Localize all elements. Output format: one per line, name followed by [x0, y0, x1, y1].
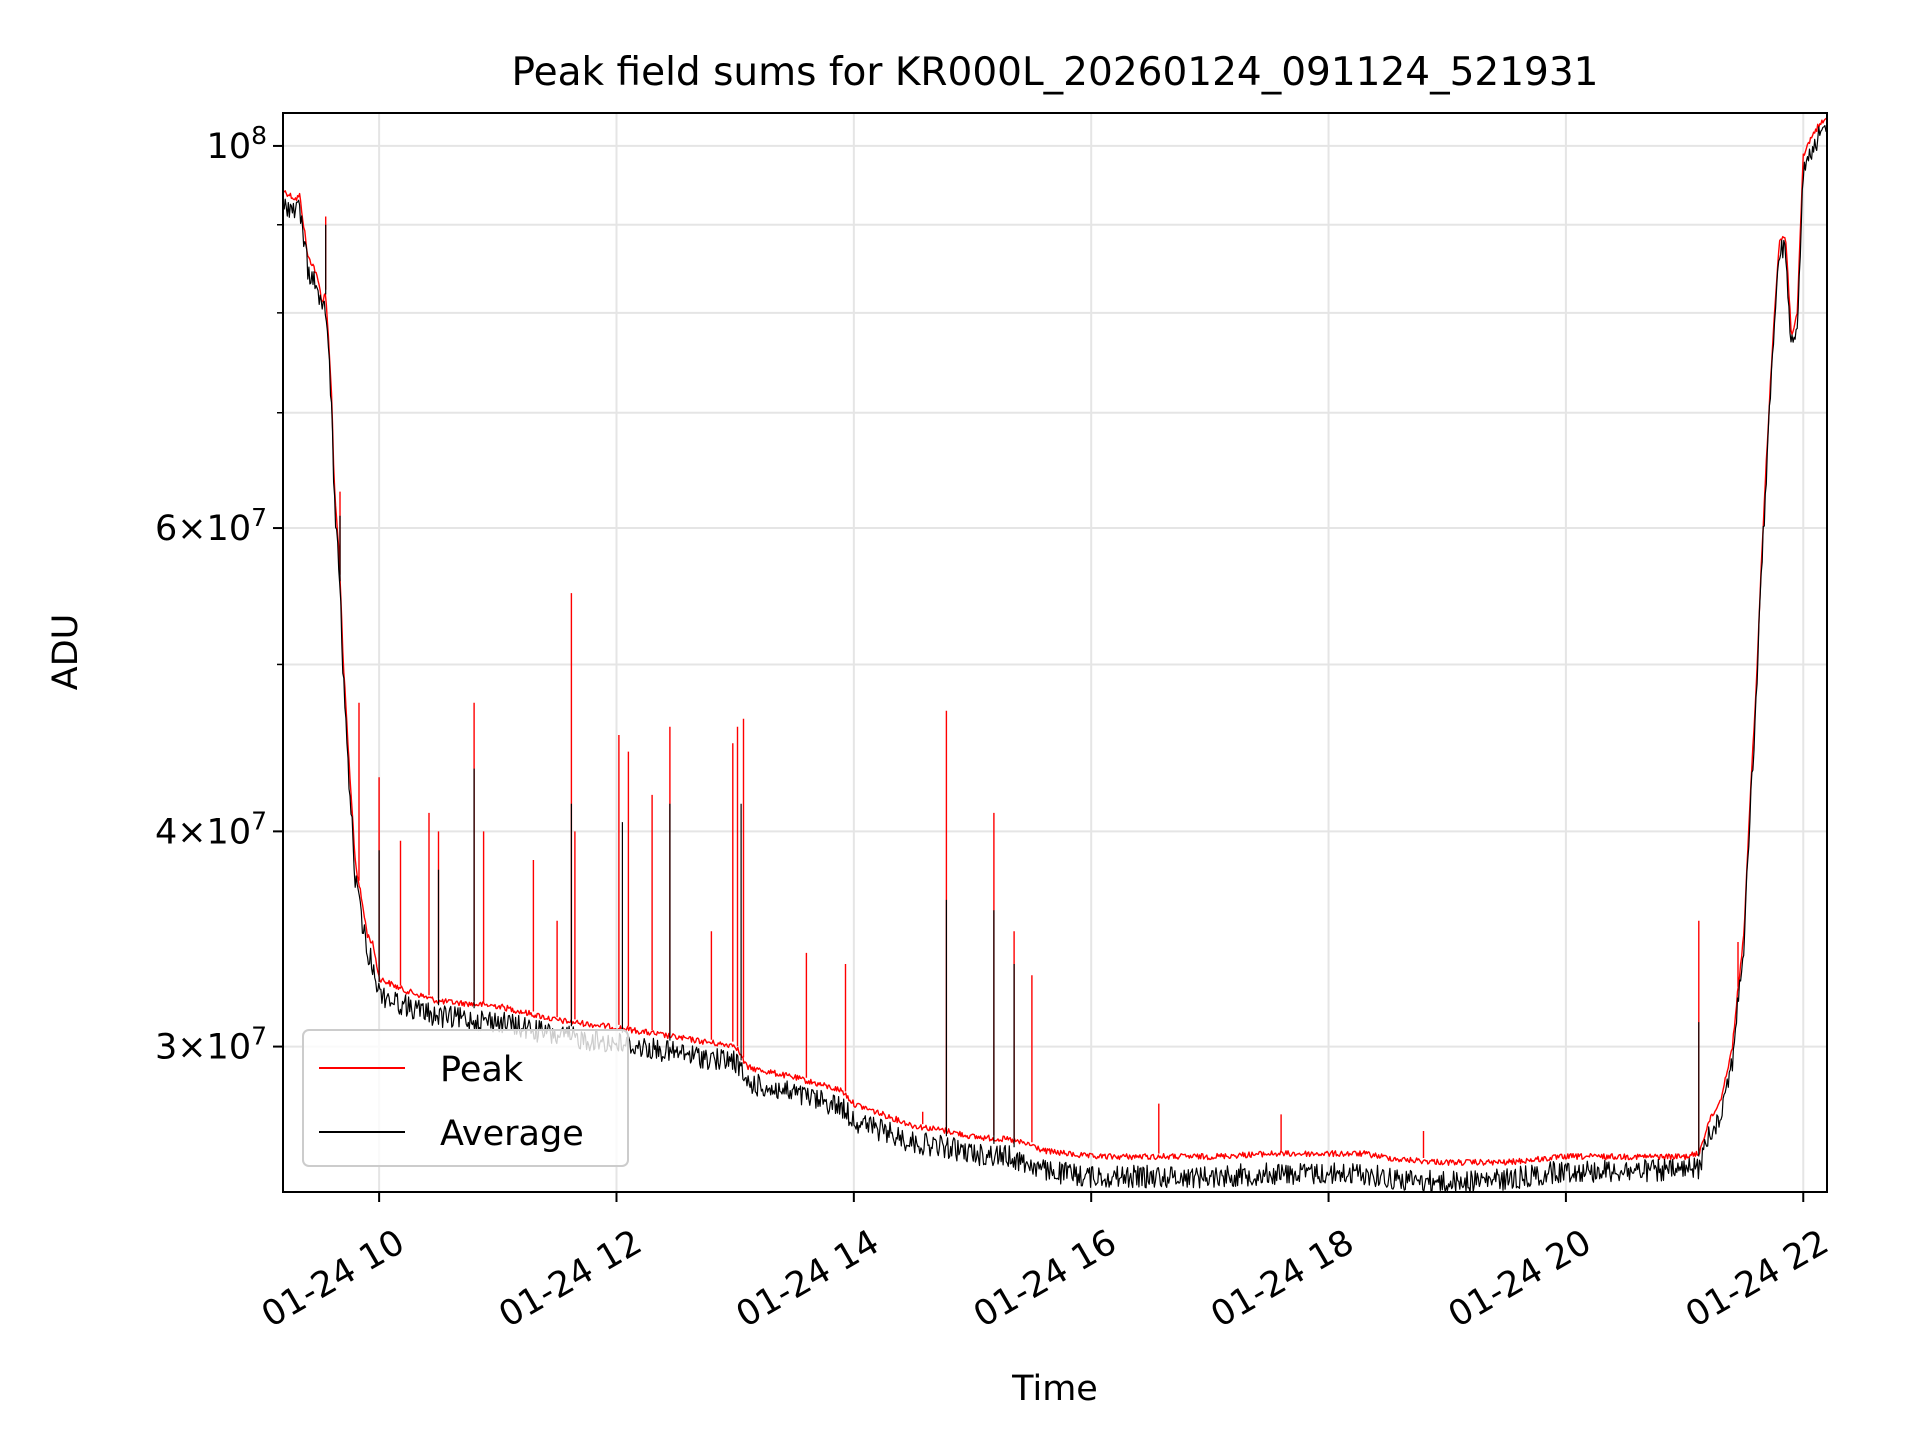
series-layer — [283, 117, 1827, 1192]
y-tick-label: 6×107 — [155, 503, 267, 549]
legend-label-peak: Peak — [440, 1050, 524, 1090]
grid-lines — [283, 113, 1827, 1192]
x-axis-label: Time — [1011, 1369, 1098, 1409]
y-axis-ticks: 3×107 4×107 6×107 108 — [155, 121, 283, 1068]
plot-area — [283, 117, 1827, 1192]
plot-frame — [282, 112, 1828, 1193]
y-tick-label: 3×107 — [155, 1022, 267, 1068]
y-tick-label: 4×107 — [155, 806, 267, 852]
legend-label-average: Average — [440, 1114, 584, 1154]
y-tick-label: 108 — [207, 121, 267, 167]
chart-title: Peak field sums for KR000L_20260124_0911… — [512, 50, 1599, 95]
y-axis-label: ADU — [46, 614, 86, 691]
legend: Peak Average — [302, 1029, 629, 1167]
series-line-average — [283, 125, 1827, 1192]
